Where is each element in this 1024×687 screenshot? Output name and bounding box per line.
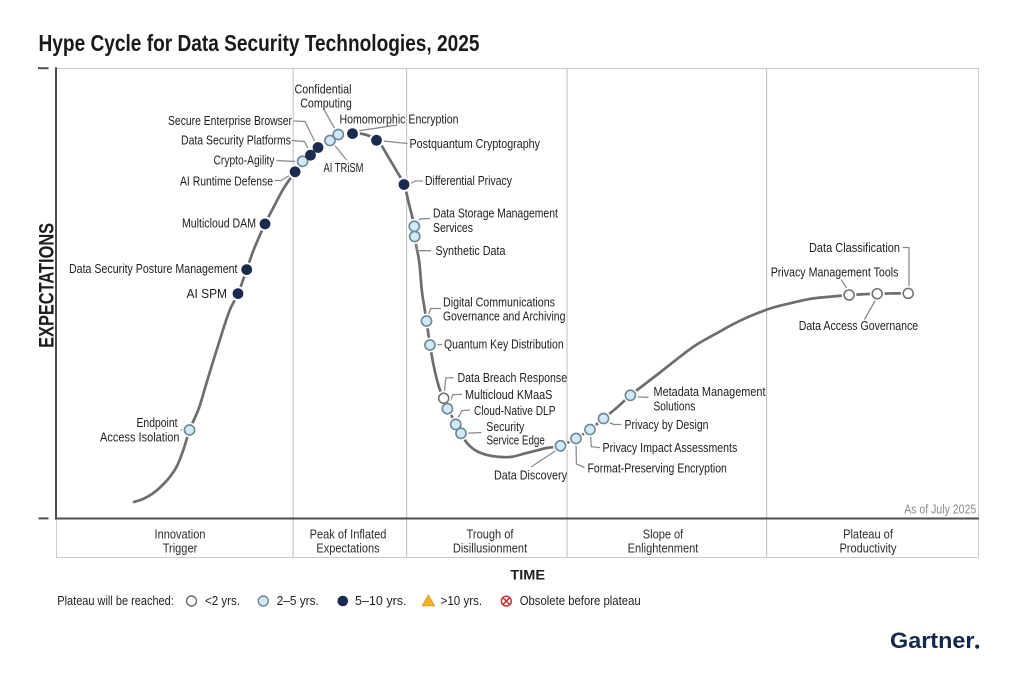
svg-text:Data Discovery: Data Discovery xyxy=(494,467,567,482)
svg-text:Access Isolation: Access Isolation xyxy=(100,430,180,445)
svg-text:5–10 yrs.: 5–10 yrs. xyxy=(355,593,407,608)
svg-text:Data Security Posture Manageme: Data Security Posture Management xyxy=(69,261,238,276)
svg-text:Expectations: Expectations xyxy=(316,540,380,555)
svg-text:Peak of Inflated: Peak of Inflated xyxy=(310,527,387,542)
svg-text:TIME: TIME xyxy=(510,567,545,583)
svg-text:Trigger: Trigger xyxy=(163,540,198,555)
svg-text:2–5 yrs.: 2–5 yrs. xyxy=(277,593,319,608)
svg-text:Data Classification: Data Classification xyxy=(809,240,900,255)
svg-text:Computing: Computing xyxy=(300,95,352,110)
svg-text:Innovation: Innovation xyxy=(155,527,206,542)
svg-text:AI Runtime Defense: AI Runtime Defense xyxy=(180,174,273,189)
svg-text:>10 yrs.: >10 yrs. xyxy=(441,593,483,608)
svg-text:Confidential: Confidential xyxy=(295,81,352,96)
svg-text:Services: Services xyxy=(433,220,473,235)
svg-text:Privacy by Design: Privacy by Design xyxy=(625,417,709,432)
svg-text:Postquantum Cryptography: Postquantum Cryptography xyxy=(410,136,541,151)
svg-text:Disillusionment: Disillusionment xyxy=(453,540,528,555)
svg-text:Gartner: Gartner xyxy=(890,628,975,653)
svg-text:Differential Privacy: Differential Privacy xyxy=(425,173,512,188)
svg-text:Format-Preserving Encryption: Format-Preserving Encryption xyxy=(588,460,727,475)
svg-text:Digital Communications: Digital Communications xyxy=(443,295,555,310)
svg-text:AI TRiSM: AI TRiSM xyxy=(324,160,364,175)
svg-text:Privacy Impact Assessments: Privacy Impact Assessments xyxy=(603,440,738,455)
svg-text:Productivity: Productivity xyxy=(839,540,897,555)
svg-text:Governance and Archiving: Governance and Archiving xyxy=(443,309,565,324)
svg-text:Trough of: Trough of xyxy=(467,527,514,542)
svg-text:Secure Enterprise Browser: Secure Enterprise Browser xyxy=(168,113,293,128)
svg-text:Homomorphic Encryption: Homomorphic Encryption xyxy=(340,112,459,127)
svg-text:Data Storage Management: Data Storage Management xyxy=(433,206,558,221)
svg-text:Plateau of: Plateau of xyxy=(843,527,893,542)
svg-text:Slope of: Slope of xyxy=(643,527,684,542)
svg-text:Data Access Governance: Data Access Governance xyxy=(799,318,919,333)
svg-text:Cloud-Native DLP: Cloud-Native DLP xyxy=(474,403,556,418)
svg-text:Hype Cycle for Data Security T: Hype Cycle for Data Security Technologie… xyxy=(39,30,480,56)
svg-text:Privacy Management Tools: Privacy Management Tools xyxy=(771,264,899,279)
svg-text:Data Security Platforms: Data Security Platforms xyxy=(181,133,291,148)
svg-text:Obsolete before plateau: Obsolete before plateau xyxy=(520,593,641,608)
svg-text:Solutions: Solutions xyxy=(654,398,696,413)
svg-text:Enlightenment: Enlightenment xyxy=(628,540,699,555)
svg-text:Quantum Key Distribution: Quantum Key Distribution xyxy=(444,337,564,352)
svg-text:<2 yrs.: <2 yrs. xyxy=(205,593,240,608)
svg-text:Security: Security xyxy=(486,419,524,434)
svg-text:AI SPM: AI SPM xyxy=(187,286,228,301)
svg-text:Service Edge: Service Edge xyxy=(487,433,545,448)
svg-text:Crypto-Agility: Crypto-Agility xyxy=(214,152,275,167)
svg-text:Synthetic Data: Synthetic Data xyxy=(436,243,507,258)
svg-text:EXPECTATIONS: EXPECTATIONS xyxy=(35,223,58,348)
svg-text:Endpoint: Endpoint xyxy=(137,415,178,430)
svg-text:Plateau will be reached:: Plateau will be reached: xyxy=(57,593,174,608)
svg-text:Data Breach Response: Data Breach Response xyxy=(458,370,568,385)
svg-text:Metadata Management: Metadata Management xyxy=(654,384,766,399)
svg-text:Multicloud DAM: Multicloud DAM xyxy=(182,216,256,231)
svg-text:Multicloud KMaaS: Multicloud KMaaS xyxy=(465,387,553,402)
svg-text:As of July 2025: As of July 2025 xyxy=(904,501,976,516)
